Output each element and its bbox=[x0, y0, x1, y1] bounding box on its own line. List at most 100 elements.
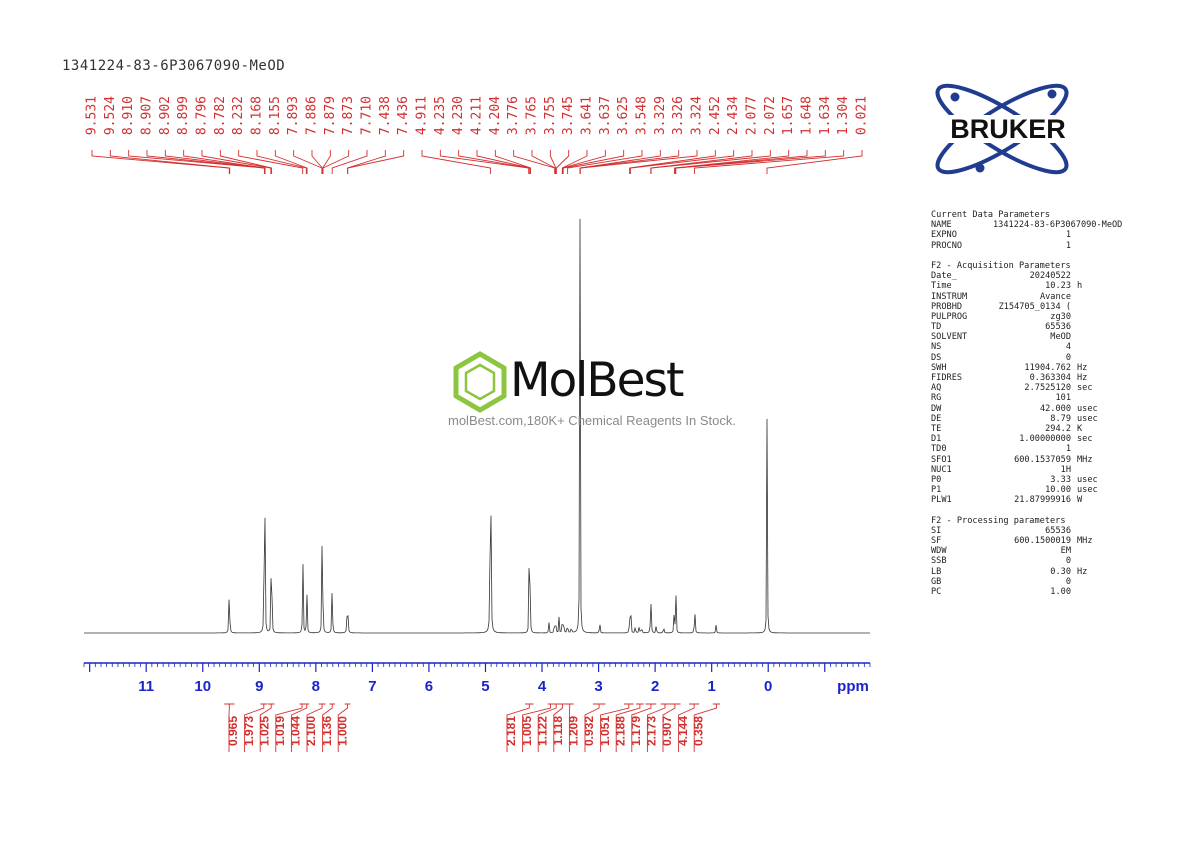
param-value: 3.33 bbox=[1050, 474, 1071, 485]
integral-label: 0.965 bbox=[226, 716, 240, 746]
param-key: D1 bbox=[931, 434, 942, 445]
axis-tick-label: 1 bbox=[707, 678, 715, 695]
param-unit: usec bbox=[1077, 403, 1098, 414]
integral-connector bbox=[259, 704, 272, 752]
param-value: 1 bbox=[1065, 444, 1071, 455]
peak-label: 3.324 bbox=[690, 96, 705, 135]
param-unit: MHz bbox=[1077, 536, 1093, 546]
peak-connector bbox=[513, 150, 556, 174]
param-value: 294.2 bbox=[1045, 423, 1071, 434]
param-key: SOLVENT bbox=[931, 332, 968, 343]
molbest-brand: MolBest bbox=[510, 353, 684, 408]
peak-label-group: 9.531 9.524 8.910 8.907 8.902 8.899 8.796 8.782… bbox=[85, 96, 870, 135]
param-value: 0.30 bbox=[1050, 566, 1071, 577]
integral-connector bbox=[631, 704, 652, 752]
param-key: PROCNO bbox=[931, 240, 963, 251]
axis-tick-label: 11 bbox=[138, 678, 154, 695]
param-row: P0 3.33 usec bbox=[931, 475, 1141, 485]
param-unit: usec bbox=[1077, 474, 1098, 485]
peak-connector bbox=[494, 150, 531, 174]
integral-label: 1.051 bbox=[598, 716, 612, 746]
param-row: PULPROG zg30 bbox=[931, 312, 1141, 322]
peak-connector bbox=[201, 150, 272, 174]
param-value: 101 bbox=[1055, 393, 1071, 404]
param-row: TE 294.2 K bbox=[931, 424, 1141, 434]
ppm-axis: 11 10 9 8 7 6 5 4 3 2 1 0 ppm bbox=[83, 662, 871, 695]
peak-label: 4.911 bbox=[415, 96, 430, 135]
param-row: AQ 2.7525120 sec bbox=[931, 383, 1141, 393]
axis-tick-label: 8 bbox=[312, 678, 320, 695]
acquisition-parameters-panel: Current Data Parameters NAME 1341224-83-6P… bbox=[931, 210, 1141, 597]
integral-label: 4.144 bbox=[676, 716, 690, 746]
param-row: SSB 0 bbox=[931, 556, 1141, 566]
axis-tick-label: 5 bbox=[481, 678, 489, 695]
param-key: GB bbox=[931, 576, 942, 587]
param-value: 20240522 bbox=[1029, 271, 1071, 282]
peak-label: 3.326 bbox=[671, 96, 686, 135]
peak-connector bbox=[322, 150, 350, 174]
peak-label: 7.886 bbox=[305, 96, 320, 135]
param-key: INSTRUM bbox=[931, 291, 968, 302]
spectrum-trace bbox=[84, 218, 870, 634]
peak-label: 8.155 bbox=[268, 96, 283, 135]
param-row: DS 0 bbox=[931, 353, 1141, 363]
peak-connector bbox=[347, 150, 405, 174]
param-row: Time 10.23 h bbox=[931, 281, 1141, 291]
param-key: SI bbox=[931, 525, 942, 536]
integral-label: 2.181 bbox=[504, 716, 518, 746]
param-value: 10.23 bbox=[1045, 281, 1071, 292]
param-value: 65536 bbox=[1045, 525, 1071, 536]
peak-label: 7.438 bbox=[378, 96, 393, 135]
peak-connector bbox=[421, 150, 491, 174]
param-value: zg30 bbox=[1050, 311, 1071, 322]
param-value: 1341224-83-6P3067090-MeOD bbox=[993, 220, 1123, 231]
bruker-wordmark: BRUKER bbox=[950, 114, 1066, 144]
param-row: D1 1.00000000 sec bbox=[931, 434, 1141, 444]
peak-label: 7.436 bbox=[396, 96, 411, 135]
param-unit bbox=[1071, 587, 1077, 597]
param-value: 0 bbox=[1065, 556, 1071, 567]
param-key: WDW bbox=[931, 546, 947, 557]
param-key: Time bbox=[931, 281, 952, 292]
param-key: NS bbox=[931, 342, 942, 353]
axis-tick-label: 0 bbox=[764, 678, 772, 695]
param-value: 0.363304 bbox=[1029, 373, 1071, 383]
param-row: NAME 1341224-83-6P3067090-MeOD bbox=[931, 220, 1141, 230]
integral-label: 0.358 bbox=[691, 716, 705, 746]
param-row: PLW1 21.87999916 W bbox=[931, 495, 1141, 505]
param-value: Avance bbox=[1039, 291, 1071, 302]
param-unit bbox=[1071, 393, 1077, 403]
integral-connector bbox=[306, 704, 323, 752]
param-value: 600.1500019 bbox=[1014, 536, 1071, 546]
peak-connector bbox=[555, 150, 570, 174]
integral-connector bbox=[584, 704, 600, 752]
param-row: LB 0.30 Hz bbox=[931, 567, 1141, 577]
peak-label: 7.879 bbox=[323, 96, 338, 135]
peak-label: 3.329 bbox=[653, 96, 668, 135]
peak-connector bbox=[567, 150, 643, 174]
peak-label: 3.745 bbox=[561, 96, 576, 135]
param-value: 10.00 bbox=[1045, 485, 1071, 496]
peak-label: 9.524 bbox=[103, 96, 118, 135]
peak-label: 8.902 bbox=[158, 96, 173, 135]
peak-connector bbox=[274, 150, 308, 174]
peak-connector bbox=[674, 150, 808, 174]
param-key: TD bbox=[931, 322, 942, 333]
peak-connector bbox=[562, 150, 625, 174]
molbest-tagline: molBest.com,180K+ Chemical Reagents In S… bbox=[448, 413, 736, 428]
param-unit bbox=[1071, 220, 1077, 230]
peak-label: 4.204 bbox=[488, 96, 503, 135]
peak-connector bbox=[439, 150, 530, 174]
param-unit bbox=[1071, 577, 1077, 587]
param-key: RG bbox=[931, 393, 942, 404]
param-key: TE bbox=[931, 423, 942, 434]
integral-label: 1.136 bbox=[320, 716, 334, 746]
param-row: PROBHD Z154705_0134 ( bbox=[931, 302, 1141, 312]
integral-connector bbox=[646, 704, 666, 752]
peak-connector bbox=[629, 150, 716, 174]
peak-label: 8.782 bbox=[213, 96, 228, 135]
integral-connector bbox=[553, 704, 563, 752]
param-key: SSB bbox=[931, 556, 947, 567]
peak-label: 4.230 bbox=[451, 96, 466, 135]
param-unit bbox=[1071, 241, 1077, 251]
